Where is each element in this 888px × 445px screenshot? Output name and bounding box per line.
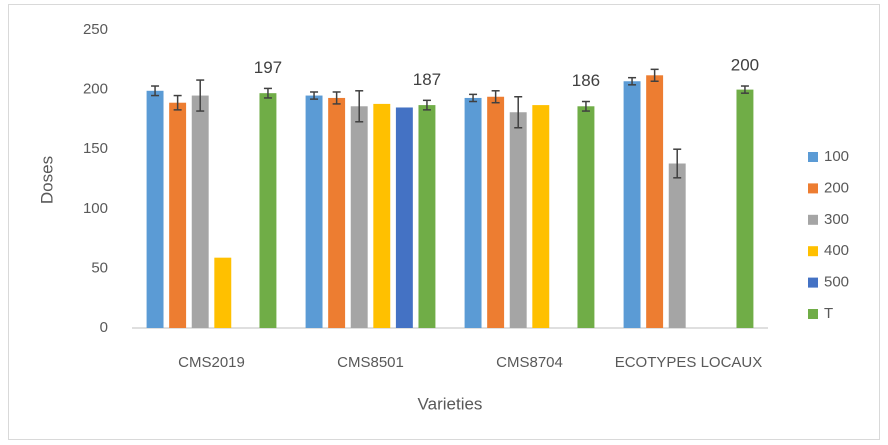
bar [577, 106, 595, 329]
y-tick-label: 150 [83, 140, 108, 157]
x-axis-title: Varieties [418, 394, 483, 413]
legend-swatch [808, 277, 818, 288]
y-tick-label: 100 [83, 200, 108, 217]
bar [214, 257, 232, 328]
x-tick-label: CMS8704 [496, 354, 563, 371]
legend-swatch [808, 246, 818, 257]
data-label: 187 [413, 70, 441, 89]
bar [146, 90, 164, 329]
bar [328, 97, 346, 328]
legend-label: 400 [824, 242, 849, 259]
legend-label: 500 [824, 274, 849, 291]
bar [418, 105, 436, 328]
bar [259, 93, 277, 329]
legend-label: 300 [824, 211, 849, 228]
bar [373, 103, 391, 329]
bar [668, 163, 686, 328]
legend-swatch [808, 309, 818, 319]
bar [191, 95, 209, 328]
bar [532, 105, 550, 328]
bar [464, 97, 482, 328]
bar [623, 81, 641, 328]
x-tick-label: CMS8501 [337, 354, 404, 371]
legend-label: T [824, 305, 833, 322]
legend-label: 200 [824, 179, 849, 196]
x-tick-label: CMS2019 [178, 354, 245, 371]
bar [305, 95, 323, 328]
y-axis-title: Doses [37, 156, 56, 204]
legend-swatch [808, 183, 818, 194]
x-tick-label: ECOTYPES LOCAUX [615, 354, 763, 371]
legend-swatch [808, 152, 818, 162]
data-label: 186 [572, 71, 600, 90]
y-tick-label: 200 [83, 81, 108, 98]
bar [169, 102, 187, 328]
bar [736, 89, 754, 328]
bar [350, 106, 368, 329]
bar [395, 107, 413, 328]
legend-label: 100 [824, 148, 849, 165]
data-label: 197 [254, 58, 282, 77]
bar [646, 75, 664, 329]
bar [487, 96, 505, 328]
y-tick-label: 50 [91, 259, 108, 276]
data-label: 200 [731, 56, 759, 75]
y-tick-label: 0 [100, 319, 108, 336]
legend-swatch [808, 214, 818, 225]
bar [509, 112, 527, 328]
y-tick-label: 250 [83, 21, 108, 38]
